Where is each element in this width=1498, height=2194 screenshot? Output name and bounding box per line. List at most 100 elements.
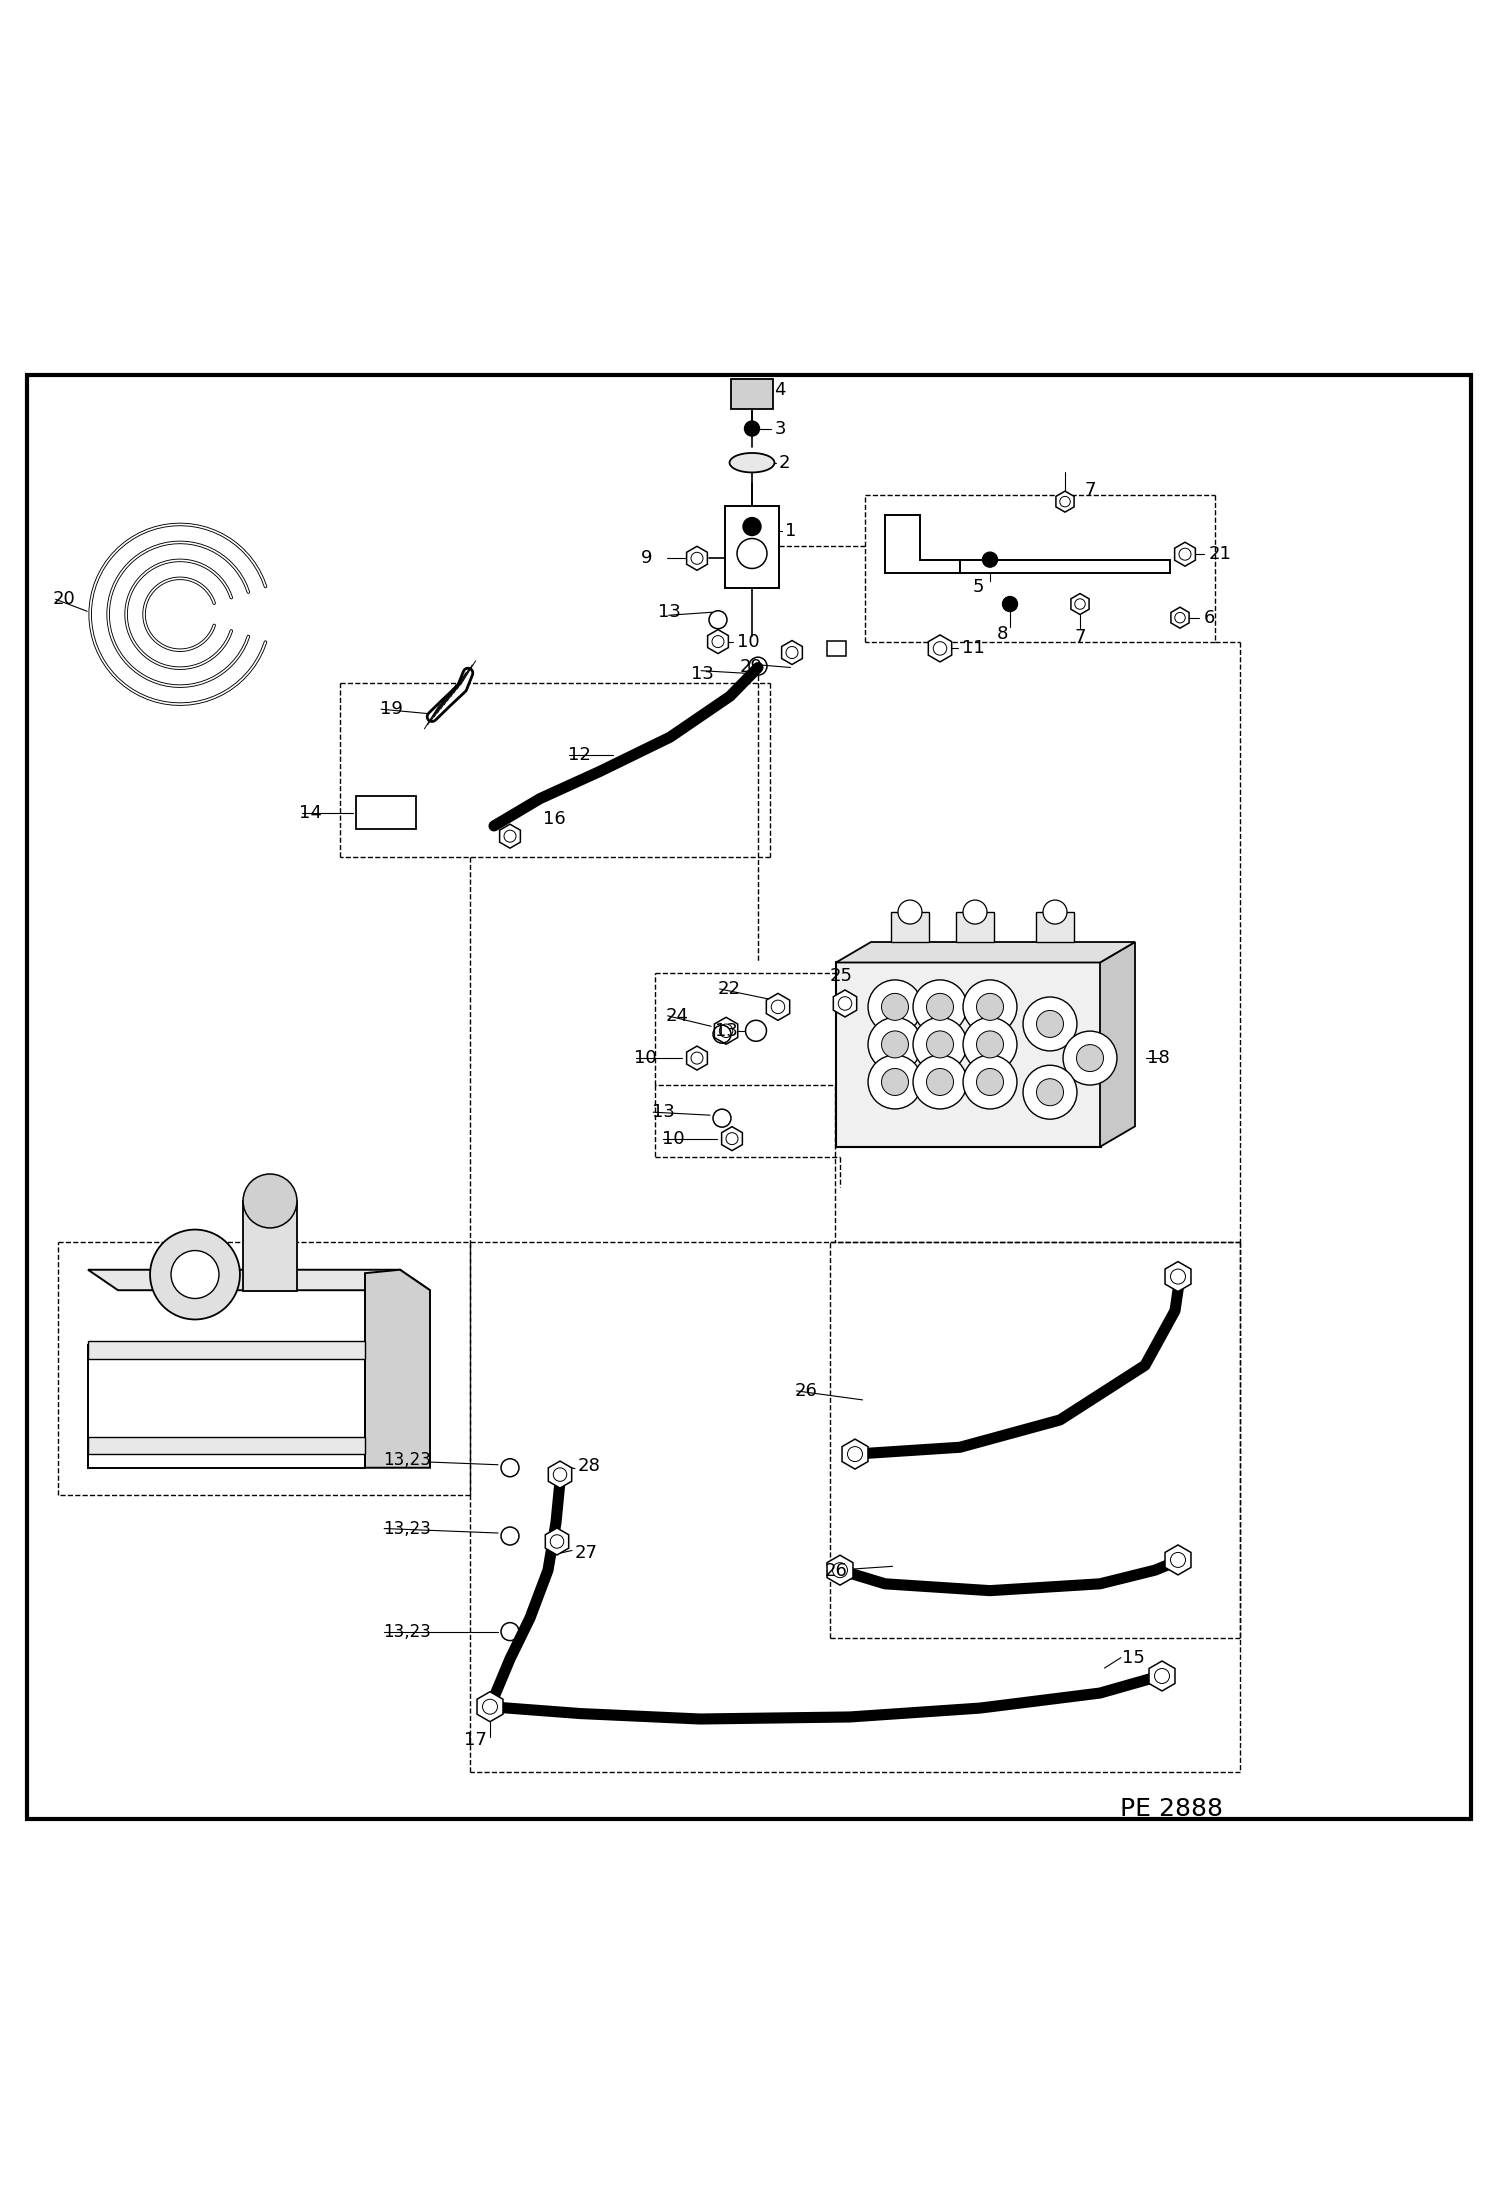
Circle shape (881, 1031, 908, 1058)
Text: 5: 5 (972, 577, 984, 595)
Text: 25: 25 (830, 968, 852, 985)
Bar (88, 1345, 366, 1468)
Text: 26: 26 (825, 1562, 848, 1580)
Circle shape (963, 1018, 1017, 1071)
Polygon shape (1174, 542, 1195, 566)
Polygon shape (715, 1018, 737, 1044)
Circle shape (977, 1068, 1004, 1095)
Circle shape (881, 994, 908, 1020)
Polygon shape (1056, 491, 1074, 511)
Ellipse shape (730, 452, 774, 472)
Polygon shape (500, 825, 520, 849)
Circle shape (963, 900, 987, 924)
Circle shape (927, 994, 954, 1020)
Circle shape (914, 1055, 968, 1108)
Text: 13,23: 13,23 (382, 1624, 430, 1641)
Polygon shape (1171, 608, 1189, 627)
Circle shape (983, 553, 998, 568)
Text: 17: 17 (463, 1731, 487, 1749)
Polygon shape (836, 941, 1135, 963)
Polygon shape (827, 1556, 852, 1584)
Circle shape (977, 1031, 1004, 1058)
Circle shape (963, 981, 1017, 1033)
Bar (890, 913, 929, 941)
Text: 8: 8 (996, 625, 1008, 643)
Text: 4: 4 (774, 382, 786, 399)
Bar (725, 505, 779, 588)
Circle shape (243, 1174, 297, 1229)
Text: 12: 12 (568, 746, 590, 764)
Polygon shape (1100, 941, 1135, 1147)
Polygon shape (686, 1047, 707, 1071)
Circle shape (867, 1055, 921, 1108)
Bar (836, 963, 1101, 1147)
Polygon shape (722, 1128, 743, 1150)
Bar (243, 1200, 297, 1290)
Polygon shape (929, 634, 951, 663)
Circle shape (1023, 996, 1077, 1051)
Text: 9: 9 (641, 548, 652, 568)
Polygon shape (1165, 1262, 1191, 1292)
Circle shape (977, 994, 1004, 1020)
Polygon shape (366, 1270, 430, 1468)
Circle shape (867, 1018, 921, 1071)
Circle shape (1037, 1079, 1064, 1106)
Text: 10: 10 (662, 1130, 685, 1147)
Circle shape (1043, 900, 1067, 924)
Polygon shape (1149, 1661, 1174, 1692)
Text: 20: 20 (52, 590, 75, 608)
Polygon shape (686, 546, 707, 570)
Text: 15: 15 (1122, 1648, 1146, 1667)
Polygon shape (88, 1437, 366, 1455)
Text: 1: 1 (785, 522, 797, 540)
Polygon shape (960, 559, 1170, 573)
Bar (357, 796, 416, 829)
Circle shape (171, 1251, 219, 1299)
Polygon shape (548, 1461, 572, 1488)
Circle shape (867, 981, 921, 1033)
Polygon shape (88, 1270, 430, 1290)
Circle shape (963, 1055, 1017, 1108)
Polygon shape (767, 994, 789, 1020)
Bar (1035, 913, 1074, 941)
Text: PE 2888: PE 2888 (1121, 1797, 1222, 1821)
Circle shape (914, 981, 968, 1033)
Circle shape (743, 518, 761, 535)
Polygon shape (833, 989, 857, 1018)
Circle shape (927, 1068, 954, 1095)
Circle shape (1037, 1011, 1064, 1038)
Text: 13,23: 13,23 (382, 1520, 430, 1538)
Text: 11: 11 (963, 638, 986, 658)
Bar (956, 913, 995, 941)
Text: 7: 7 (1085, 480, 1097, 498)
Text: 29: 29 (740, 658, 762, 676)
Polygon shape (782, 641, 803, 665)
Text: 14: 14 (300, 803, 322, 823)
Text: 7: 7 (1074, 627, 1086, 645)
Text: 2: 2 (779, 454, 791, 472)
Circle shape (1077, 1044, 1104, 1071)
Circle shape (1002, 597, 1017, 612)
Circle shape (150, 1229, 240, 1319)
Text: 10: 10 (737, 632, 759, 652)
Polygon shape (842, 1439, 867, 1470)
Circle shape (745, 421, 759, 437)
Polygon shape (885, 516, 960, 573)
Text: 3: 3 (774, 419, 786, 437)
Polygon shape (88, 1341, 366, 1358)
Text: 27: 27 (575, 1545, 598, 1562)
Polygon shape (476, 1692, 503, 1722)
Text: 13: 13 (715, 1022, 737, 1040)
Circle shape (897, 900, 921, 924)
Polygon shape (1071, 595, 1089, 614)
Circle shape (927, 1031, 954, 1058)
Bar (827, 641, 846, 656)
Text: 6: 6 (1204, 608, 1215, 627)
Text: 28: 28 (578, 1457, 601, 1474)
Text: 19: 19 (379, 700, 403, 717)
Text: 24: 24 (667, 1007, 689, 1025)
Circle shape (1023, 1066, 1077, 1119)
Circle shape (881, 1068, 908, 1095)
Text: 18: 18 (1147, 1049, 1170, 1066)
Text: 13,23: 13,23 (382, 1450, 430, 1470)
